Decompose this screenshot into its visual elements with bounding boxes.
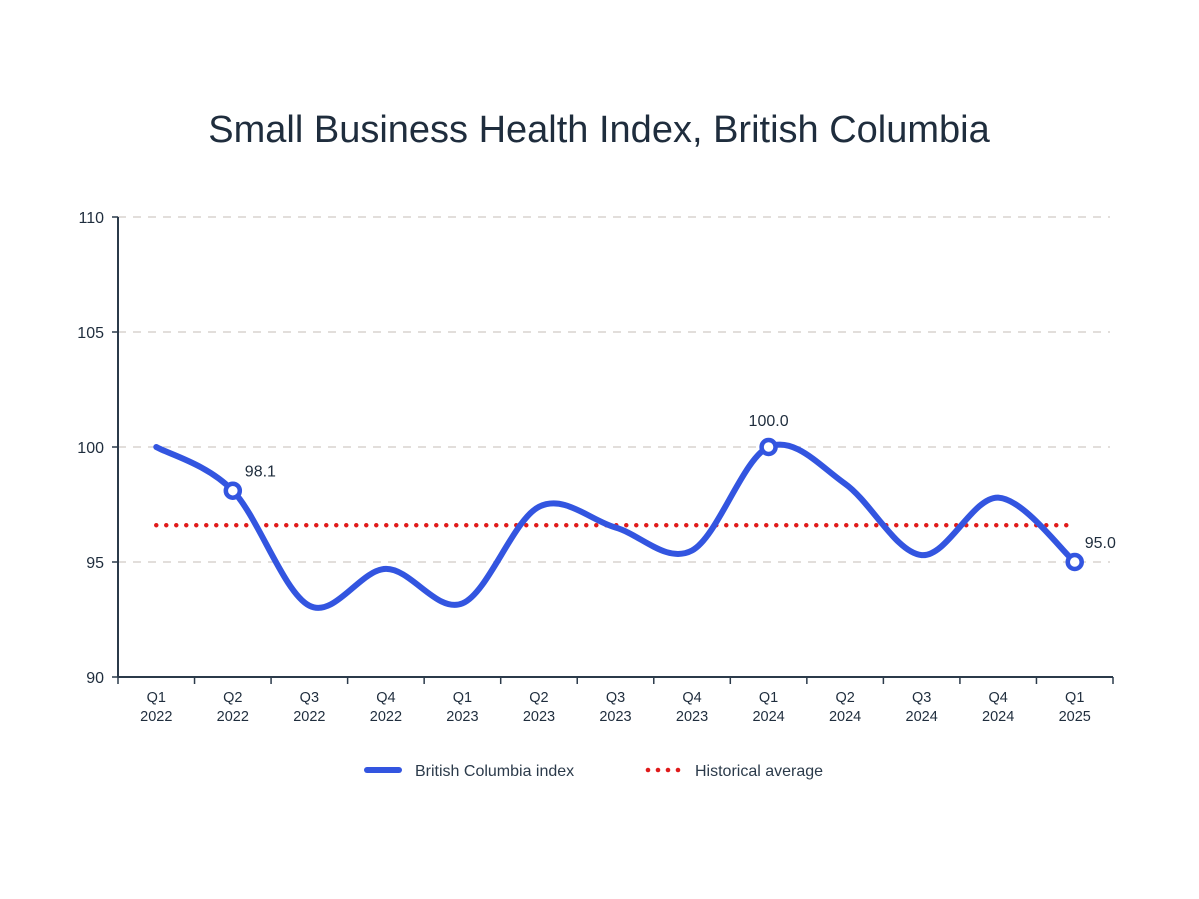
x-tick-label-year: 2024 [829,709,861,725]
x-tick-label-quarter: Q1 [147,690,166,706]
legend: British Columbia index Historical averag… [364,763,823,780]
x-tick-label-quarter: Q2 [529,690,548,706]
legend-label-historical-average: Historical average [695,763,823,780]
x-tick-label-year: 2022 [293,709,325,725]
annotated-point-marker [1065,552,1084,572]
x-tick-label-quarter: Q3 [300,690,319,706]
legend-label-bc-index: British Columbia index [415,763,574,780]
x-tick-label-year: 2024 [906,709,938,725]
annotation-markers: 98.1 100.0 95.0 [223,413,1116,572]
x-tick-label-year: 2023 [446,709,478,725]
x-tick-label-year: 2023 [599,709,631,725]
x-tick-label-quarter: Q1 [759,690,778,706]
x-tick-label-quarter: Q4 [989,690,1008,706]
data-label: 95.0 [1085,535,1116,552]
legend-swatch-historical-average [645,767,681,773]
x-tick-label-year: 2023 [676,709,708,725]
y-tick-label: 95 [86,555,104,572]
series-line [153,441,1078,611]
annotated-point-marker [223,481,243,500]
x-tick-label-quarter: Q3 [606,690,625,706]
x-tick-label-year: 2025 [1059,709,1091,725]
y-axis-ticks: 90 95 100 105 110 [77,210,118,687]
chart-title: Small Business Health Index, British Col… [208,109,990,151]
x-tick-label-year: 2022 [370,709,402,725]
x-axis-ticks: Q1 2022 Q2 2022 Q3 2022 Q4 2022 Q1 2023 Q2 2023 Q3 20… [117,677,1114,725]
x-tick-label-quarter: Q4 [682,690,701,706]
y-tick-label: 110 [78,210,104,227]
x-tick-label-quarter: Q3 [912,690,931,706]
x-tick-label-year: 2024 [982,709,1014,725]
x-tick-label-year: 2022 [140,709,172,725]
annotated-point-marker [759,437,778,457]
y-tick-label: 105 [77,325,104,342]
gridlines [118,216,1110,563]
legend-dot [665,767,671,773]
legend-dot [645,767,651,773]
series-british-columbia-index [153,441,1078,611]
x-tick-label-quarter: Q1 [453,690,472,706]
y-tick-label: 90 [86,670,104,687]
x-tick-label-year: 2023 [523,709,555,725]
data-label: 98.1 [245,464,276,481]
y-tick-label: 100 [77,440,104,457]
x-tick-label-quarter: Q4 [376,690,395,706]
data-label: 100.0 [749,413,789,430]
x-tick-label-quarter: Q2 [223,690,242,706]
x-tick-label-quarter: Q2 [835,690,854,706]
x-tick-label-year: 2024 [752,709,784,725]
x-tick-label-quarter: Q1 [1065,690,1084,706]
x-tick-label-year: 2022 [217,709,249,725]
legend-dot [655,767,661,773]
legend-dot [675,767,681,773]
